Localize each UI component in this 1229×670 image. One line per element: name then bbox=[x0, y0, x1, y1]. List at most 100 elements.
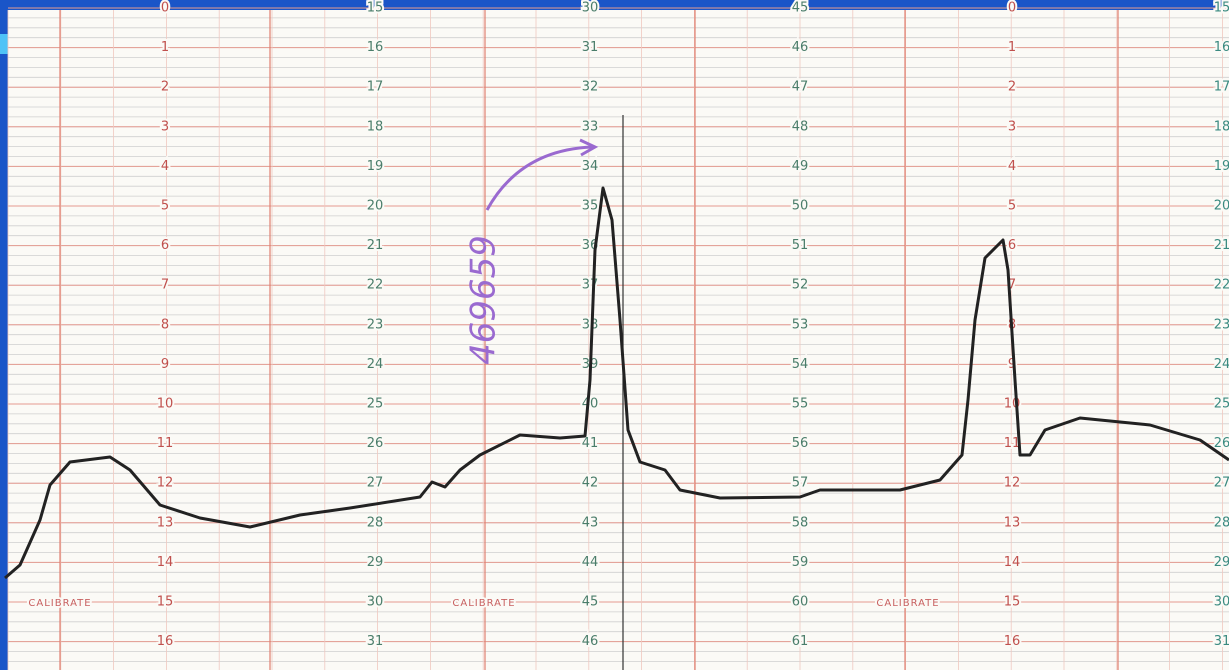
scale-label: 1 bbox=[161, 40, 169, 55]
scale-label: 29 bbox=[1214, 555, 1229, 570]
scale-label: 2 bbox=[161, 80, 169, 95]
scale-label: 19 bbox=[1214, 159, 1229, 174]
scale-label: 10 bbox=[157, 397, 174, 412]
scale-label: 32 bbox=[582, 80, 599, 95]
scale-label: 23 bbox=[367, 317, 384, 332]
scale-label: 45 bbox=[792, 1, 809, 16]
scale-label: 35 bbox=[582, 199, 599, 214]
scale-label: 15 bbox=[367, 1, 384, 16]
scale-label: 1 bbox=[1008, 40, 1016, 55]
handwritten-annotation: 469659 bbox=[464, 235, 504, 365]
scale-label: 37 bbox=[582, 278, 599, 293]
scale-label: 38 bbox=[582, 317, 599, 332]
scale-label: 12 bbox=[1004, 476, 1021, 491]
scale-label: 26 bbox=[1214, 436, 1229, 451]
scale-label: 28 bbox=[367, 515, 384, 530]
scale-label: 34 bbox=[582, 159, 599, 174]
scale-label: 57 bbox=[792, 476, 809, 491]
calibrate-label: CALIBRATE bbox=[28, 598, 91, 609]
scale-label: 46 bbox=[792, 40, 809, 55]
scale-label: 16 bbox=[367, 40, 384, 55]
scale-label: 49 bbox=[792, 159, 809, 174]
scale-label: 48 bbox=[792, 119, 809, 134]
scale-label: 28 bbox=[1214, 515, 1229, 530]
slide-accent bbox=[0, 34, 8, 54]
scale-label: 55 bbox=[792, 397, 809, 412]
scale-label: 12 bbox=[157, 476, 174, 491]
scale-label: 7 bbox=[161, 278, 169, 293]
scale-label: 20 bbox=[367, 199, 384, 214]
scale-label: 52 bbox=[792, 278, 809, 293]
scale-label: 60 bbox=[792, 595, 809, 610]
annotation-arrow bbox=[485, 145, 593, 211]
scale-label: 21 bbox=[367, 238, 384, 253]
scale-label: 44 bbox=[582, 555, 599, 570]
scale-label: 40 bbox=[582, 397, 599, 412]
scale-label: 50 bbox=[792, 199, 809, 214]
scale-label: 4 bbox=[161, 159, 169, 174]
scale-label: 15 bbox=[1214, 1, 1229, 16]
scale-label: 54 bbox=[792, 357, 809, 372]
annotation-arrowhead bbox=[579, 138, 599, 157]
scale-label: 5 bbox=[161, 199, 169, 214]
scale-label: 16 bbox=[1004, 634, 1021, 649]
scale-label: 15 bbox=[1004, 595, 1021, 610]
scale-label: 27 bbox=[1214, 476, 1229, 491]
scale-label: 0 bbox=[161, 1, 169, 16]
scale-label: 47 bbox=[792, 80, 809, 95]
scale-label: 25 bbox=[1214, 397, 1229, 412]
scale-label: 53 bbox=[792, 317, 809, 332]
scale-label: 8 bbox=[161, 317, 169, 332]
scale-label: 14 bbox=[1004, 555, 1021, 570]
scale-label: 3 bbox=[161, 119, 169, 134]
scale-label: 30 bbox=[582, 1, 599, 16]
scale-label: 21 bbox=[1214, 238, 1229, 253]
scale-label: 56 bbox=[792, 436, 809, 451]
scale-label: 19 bbox=[367, 159, 384, 174]
scale-label: 4 bbox=[1008, 159, 1016, 174]
scale-label: 27 bbox=[367, 476, 384, 491]
scale-label: 18 bbox=[367, 119, 384, 134]
scale-label: 59 bbox=[792, 555, 809, 570]
scale-label: 43 bbox=[582, 515, 599, 530]
scale-label: 17 bbox=[1214, 80, 1229, 95]
scale-label: 24 bbox=[367, 357, 384, 372]
scale-label: 22 bbox=[1214, 278, 1229, 293]
scale-label: 23 bbox=[1214, 317, 1229, 332]
scale-label: 3 bbox=[1008, 119, 1016, 134]
scale-label: 29 bbox=[367, 555, 384, 570]
scale-label: 33 bbox=[582, 119, 599, 134]
scale-label: 17 bbox=[367, 80, 384, 95]
scale-label: 18 bbox=[1214, 119, 1229, 134]
scale-label: 45 bbox=[582, 595, 599, 610]
scale-label: 31 bbox=[367, 634, 384, 649]
scale-label: 30 bbox=[367, 595, 384, 610]
scale-label: 61 bbox=[792, 634, 809, 649]
scale-label: 16 bbox=[157, 634, 174, 649]
scale-label: 13 bbox=[157, 515, 174, 530]
scale-label: 58 bbox=[792, 515, 809, 530]
scale-label: 24 bbox=[1214, 357, 1229, 372]
scale-label: 11 bbox=[1004, 436, 1021, 451]
scale-label: 20 bbox=[1214, 199, 1229, 214]
scale-label: 41 bbox=[582, 436, 599, 451]
scale-label: 31 bbox=[582, 40, 599, 55]
scale-labels: 0123456789101112131415161516171819202122… bbox=[26, 0, 1229, 651]
scale-label: 25 bbox=[367, 397, 384, 412]
scale-label: 2 bbox=[1008, 80, 1016, 95]
scale-label: 16 bbox=[1214, 40, 1229, 55]
scale-label: 13 bbox=[1004, 515, 1021, 530]
calibrate-label: CALIBRATE bbox=[876, 598, 939, 609]
scale-label: 11 bbox=[157, 436, 174, 451]
scale-label: 22 bbox=[367, 278, 384, 293]
recorder-trace bbox=[4, 186, 1229, 580]
scale-label: 51 bbox=[792, 238, 809, 253]
scale-label: 15 bbox=[157, 595, 174, 610]
scale-label: 5 bbox=[1008, 199, 1016, 214]
scale-label: 30 bbox=[1214, 595, 1229, 610]
scale-label: 31 bbox=[1214, 634, 1229, 649]
scale-label: 9 bbox=[161, 357, 169, 372]
calibrate-label: CALIBRATE bbox=[452, 598, 515, 609]
scale-label: 14 bbox=[157, 555, 174, 570]
